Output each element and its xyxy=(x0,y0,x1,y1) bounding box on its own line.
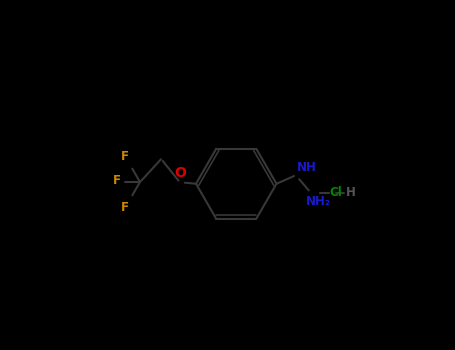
Text: F: F xyxy=(121,150,128,163)
Text: Cl: Cl xyxy=(330,186,343,199)
Text: F: F xyxy=(121,201,128,214)
Text: NH: NH xyxy=(297,161,316,174)
Text: O: O xyxy=(174,166,186,180)
Text: NH₂: NH₂ xyxy=(306,195,331,208)
Text: F: F xyxy=(113,174,121,187)
Text: H: H xyxy=(345,186,355,199)
